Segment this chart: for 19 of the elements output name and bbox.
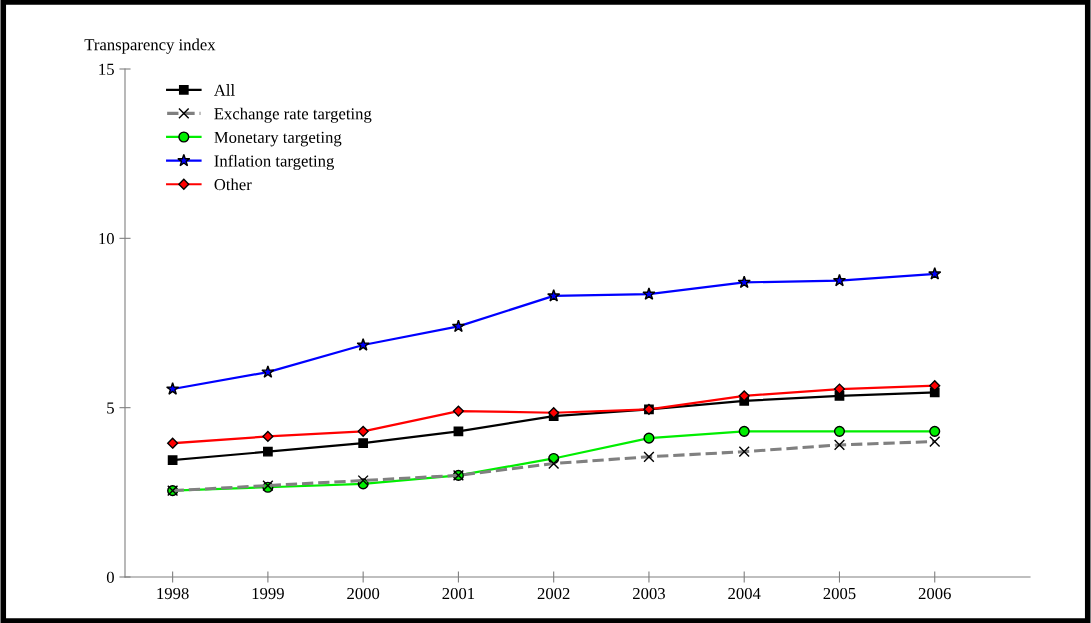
y-tick-label: 0 [106, 571, 114, 583]
y-axis-title: Transparency index [84, 38, 216, 54]
y-tick-label: 15 [99, 63, 114, 75]
legend-label: Exchange rate targeting [214, 107, 372, 123]
x-tick-label: 2003 [633, 587, 665, 600]
y-tick-label: 10 [99, 233, 114, 245]
x-tick-label: 2005 [823, 587, 856, 600]
x-tick-label: 2000 [347, 587, 380, 600]
x-tick-label: 2004 [728, 587, 761, 600]
legend-label: All [213, 84, 235, 96]
y-tick-label: 5 [107, 402, 114, 414]
legend-label: Inflation targeting [214, 154, 334, 171]
x-tick-label: 1998 [157, 587, 189, 600]
legend-label: Monetary targeting [214, 131, 342, 147]
x-tick-label: 1999 [252, 587, 284, 600]
x-tick-label: 2006 [918, 587, 951, 600]
x-tick-label: 2002 [537, 587, 570, 600]
x-tick-label: 2001 [442, 587, 475, 600]
legend-label: Other [214, 178, 252, 191]
